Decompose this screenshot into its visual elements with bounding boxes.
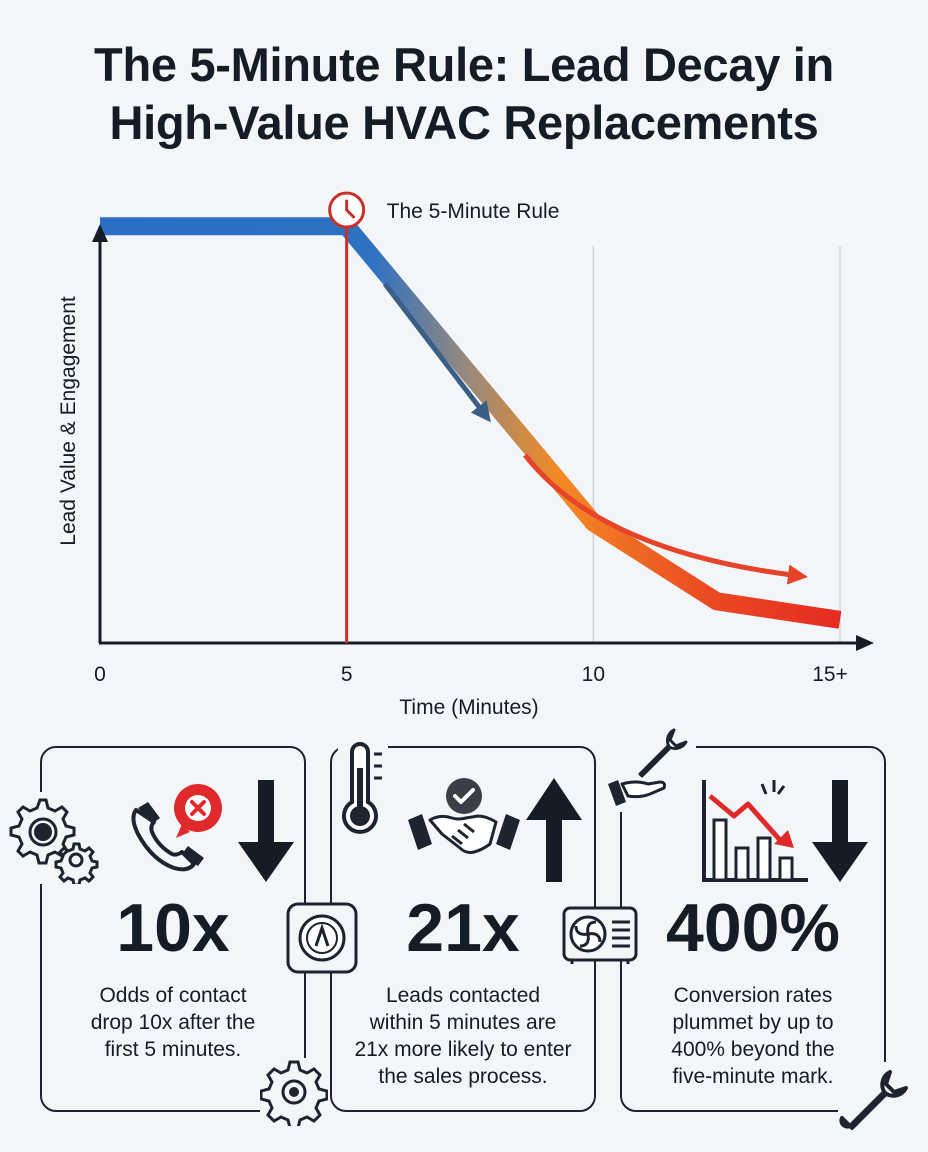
stat-description: Leads contacted within 5 minutes are 21x… xyxy=(354,984,572,1088)
rule-annotation-label: The 5-Minute Rule xyxy=(387,200,560,223)
ac-unit-icon xyxy=(562,906,638,964)
decline-arrow-orange xyxy=(523,453,808,585)
arrow-up-icon xyxy=(526,778,582,882)
x-axis-label: Time (Minutes) xyxy=(399,696,538,719)
title-line-1: The 5-Minute Rule: Lead Decay in xyxy=(94,38,834,91)
x-tick-label-0: 0 xyxy=(94,663,106,686)
x-tick-label-2: 10 xyxy=(582,663,605,686)
stat-value: 21x xyxy=(406,890,520,966)
declining-bar-chart-icon xyxy=(702,780,808,882)
clock-icon xyxy=(328,191,366,229)
series-line-0 xyxy=(100,217,842,629)
stat-description: Odds of contact drop 10x after the first… xyxy=(90,984,256,1061)
arrow-down-icon xyxy=(238,780,294,882)
wrench-icon xyxy=(838,1062,918,1142)
stat-card-conversion: 400% Conversion rates plummet by up to 4… xyxy=(620,746,886,1112)
x-tick-label-3: 15+ xyxy=(812,663,848,686)
x-tick-label-1: 5 xyxy=(341,663,353,686)
arrow-down-icon xyxy=(812,780,868,882)
y-axis-arrow xyxy=(92,224,108,242)
title-line-2: High-Value HVAC Replacements xyxy=(109,96,819,149)
x-axis-arrow xyxy=(856,635,874,651)
gear-icon xyxy=(260,1058,328,1126)
thermometer-icon xyxy=(338,738,388,842)
wrench-hand-icon xyxy=(602,724,696,812)
page-title: The 5-Minute Rule: Lead Decay in High-Va… xyxy=(0,36,928,152)
stat-card-likelihood: 21x Leads contacted within 5 minutes are… xyxy=(330,746,596,1112)
y-axis-label: Lead Value & Engagement xyxy=(57,296,80,546)
handshake-check-icon xyxy=(408,778,520,854)
stat-value: 10x xyxy=(116,890,230,966)
gears-icon xyxy=(6,792,102,884)
gauge-icon xyxy=(286,902,358,974)
stat-card-contact-odds: 10x Odds of contact drop 10x after the f… xyxy=(40,746,306,1112)
stat-description: Conversion rates plummet by up to 400% b… xyxy=(671,984,835,1088)
stat-value: 400% xyxy=(666,890,840,966)
phone-declined-icon xyxy=(131,784,222,872)
lead-decay-chart: The 5-Minute Rule 0 5 10 15+ Lead Value & E… xyxy=(57,191,874,719)
decline-arrow-blue xyxy=(383,282,491,423)
